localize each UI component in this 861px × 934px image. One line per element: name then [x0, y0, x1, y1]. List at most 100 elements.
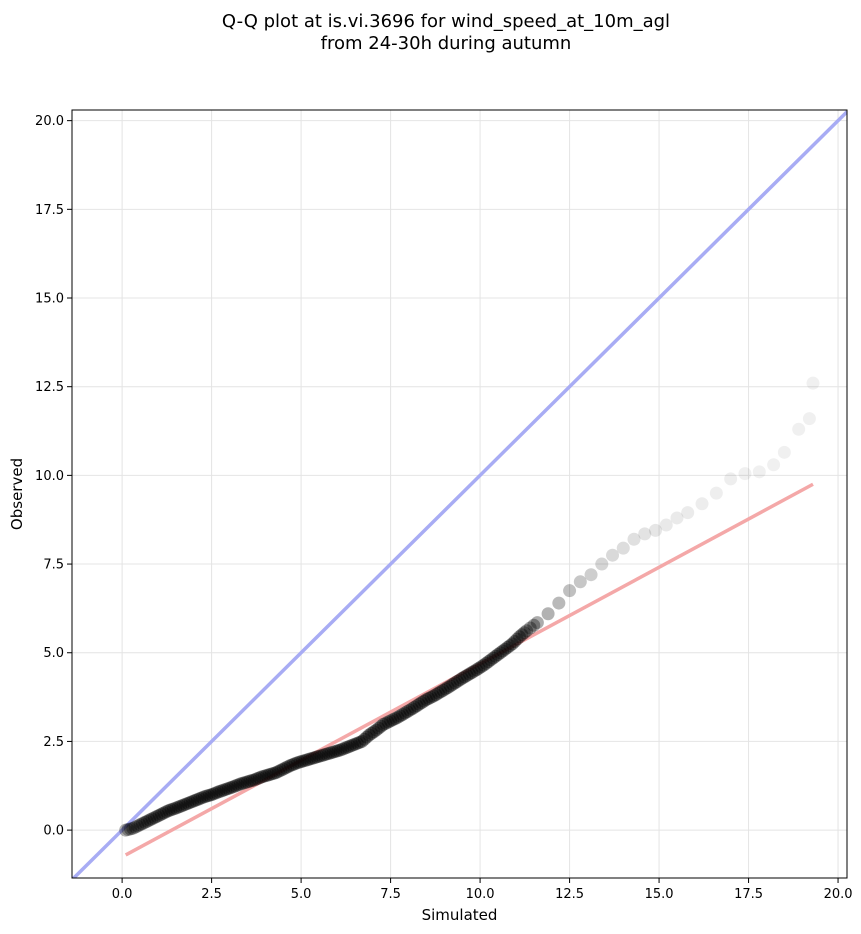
x-tick-label: 15.0: [645, 887, 674, 902]
data-point: [259, 768, 273, 782]
data-point: [326, 745, 340, 759]
data-point: [481, 655, 495, 669]
data-point: [648, 523, 662, 537]
data-point: [217, 783, 231, 797]
data-point: [474, 660, 488, 674]
data-point: [515, 628, 529, 642]
grid: [72, 110, 847, 878]
y-tick-label: 2.5: [43, 735, 64, 750]
data-point: [305, 751, 319, 765]
data-point: [467, 664, 481, 678]
data-point: [288, 757, 302, 771]
title-line-2: from 24-30h during autumn: [321, 33, 572, 54]
data-point: [364, 726, 378, 740]
data-point: [393, 709, 407, 723]
data-point: [606, 548, 620, 562]
data-point: [333, 743, 347, 757]
data-point: [441, 681, 455, 695]
y-tick-label: 5.0: [43, 646, 64, 661]
data-point: [405, 702, 419, 716]
data-point: [183, 795, 197, 809]
data-point: [438, 682, 452, 696]
data-point: [257, 769, 271, 783]
data-point: [381, 715, 395, 729]
plot-frame: [71, 109, 848, 879]
data-point: [143, 813, 157, 827]
data-point: [236, 776, 250, 790]
data-point: [477, 658, 491, 672]
data-point: [176, 798, 190, 812]
data-point: [166, 802, 180, 816]
data-point: [345, 738, 359, 752]
data-point: [338, 741, 352, 755]
data-point: [573, 575, 587, 589]
data-point: [336, 742, 350, 756]
data-point: [300, 753, 314, 767]
title-line-1: Q-Q plot at is.vi.3696 for wind_speed_at…: [222, 11, 670, 32]
data-point: [157, 806, 171, 820]
data-point: [520, 624, 534, 638]
data-point: [276, 762, 290, 776]
data-point: [530, 616, 544, 630]
x-tick-label: 2.5: [201, 887, 222, 902]
data-point: [312, 749, 326, 763]
data-point: [279, 761, 293, 775]
data-point: [410, 699, 424, 713]
data-point: [724, 472, 738, 486]
data-point: [343, 739, 357, 753]
data-point: [250, 772, 264, 786]
fit-line: [124, 482, 814, 857]
data-point: [188, 794, 202, 808]
data-point: [329, 744, 343, 758]
data-point: [355, 734, 369, 748]
data-point: [193, 792, 207, 806]
data-point: [446, 677, 460, 691]
data-point: [181, 796, 195, 810]
data-point: [806, 376, 820, 390]
data-point: [133, 818, 147, 832]
data-point: [238, 776, 252, 790]
data-point: [455, 671, 469, 685]
identity-line: [72, 110, 847, 878]
data-point: [443, 679, 457, 693]
data-point: [489, 649, 503, 663]
reference-lines: [72, 110, 847, 878]
data-point: [360, 730, 374, 744]
data-point: [396, 707, 410, 721]
data-point: [128, 820, 142, 834]
data-point: [374, 719, 388, 733]
y-tick-label: 17.5: [35, 203, 64, 218]
data-point: [415, 696, 429, 710]
data-point: [262, 768, 276, 782]
data-point: [207, 787, 221, 801]
data-point: [376, 717, 390, 731]
data-point: [150, 810, 164, 824]
data-point: [310, 750, 324, 764]
data-point: [767, 458, 781, 472]
data-point: [226, 780, 240, 794]
data-point: [501, 640, 515, 654]
data-point: [283, 759, 297, 773]
data-point: [367, 725, 381, 739]
data-point: [341, 740, 355, 754]
data-point: [195, 791, 209, 805]
data-point: [470, 663, 484, 677]
data-point: [233, 777, 247, 791]
data-point: [484, 653, 498, 667]
data-point: [240, 775, 254, 789]
data-point: [224, 781, 238, 795]
data-point: [245, 773, 259, 787]
data-point: [638, 527, 652, 541]
data-point: [496, 644, 510, 658]
data-point: [350, 736, 364, 750]
data-point: [209, 786, 223, 800]
data-point: [388, 711, 402, 725]
data-point: [384, 714, 398, 728]
y-tick-label: 12.5: [35, 380, 64, 395]
data-point: [403, 703, 417, 717]
data-point: [436, 683, 450, 697]
data-point: [357, 732, 371, 746]
data-point: [695, 497, 709, 511]
data-point: [286, 758, 300, 772]
data-point: [190, 793, 204, 807]
